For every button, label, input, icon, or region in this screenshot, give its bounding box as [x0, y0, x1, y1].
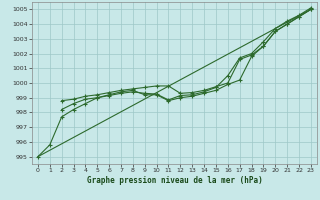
X-axis label: Graphe pression niveau de la mer (hPa): Graphe pression niveau de la mer (hPa) — [86, 176, 262, 185]
